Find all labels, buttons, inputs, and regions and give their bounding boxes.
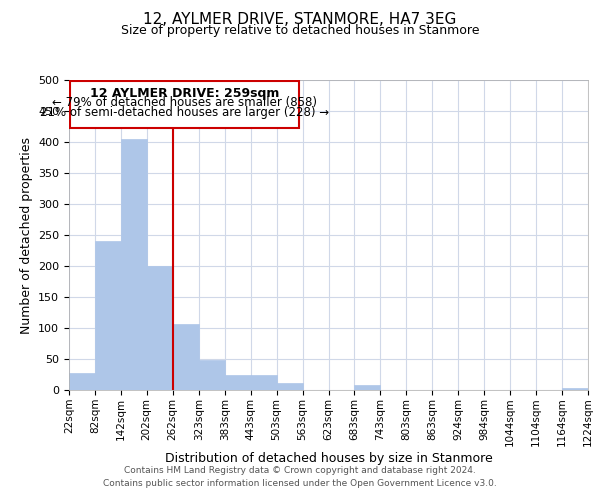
Bar	[562, 388, 588, 390]
Bar	[277, 383, 302, 390]
FancyBboxPatch shape	[70, 81, 299, 128]
Bar	[121, 139, 147, 390]
Bar	[69, 374, 95, 390]
Text: Size of property relative to detached houses in Stanmore: Size of property relative to detached ho…	[121, 24, 479, 37]
X-axis label: Distribution of detached houses by size in Stanmore: Distribution of detached houses by size …	[164, 452, 493, 465]
Bar	[225, 374, 251, 390]
Bar	[251, 374, 277, 390]
Bar	[95, 241, 121, 390]
Text: 12, AYLMER DRIVE, STANMORE, HA7 3EG: 12, AYLMER DRIVE, STANMORE, HA7 3EG	[143, 12, 457, 28]
Text: 12 AYLMER DRIVE: 259sqm: 12 AYLMER DRIVE: 259sqm	[90, 87, 279, 100]
Text: 21% of semi-detached houses are larger (228) →: 21% of semi-detached houses are larger (…	[40, 106, 329, 119]
Bar	[355, 385, 380, 390]
Y-axis label: Number of detached properties: Number of detached properties	[20, 136, 32, 334]
Bar	[173, 324, 199, 390]
Bar	[199, 360, 225, 390]
Bar	[147, 266, 173, 390]
Text: Contains HM Land Registry data © Crown copyright and database right 2024.
Contai: Contains HM Land Registry data © Crown c…	[103, 466, 497, 487]
Text: ← 79% of detached houses are smaller (858): ← 79% of detached houses are smaller (85…	[52, 96, 317, 109]
